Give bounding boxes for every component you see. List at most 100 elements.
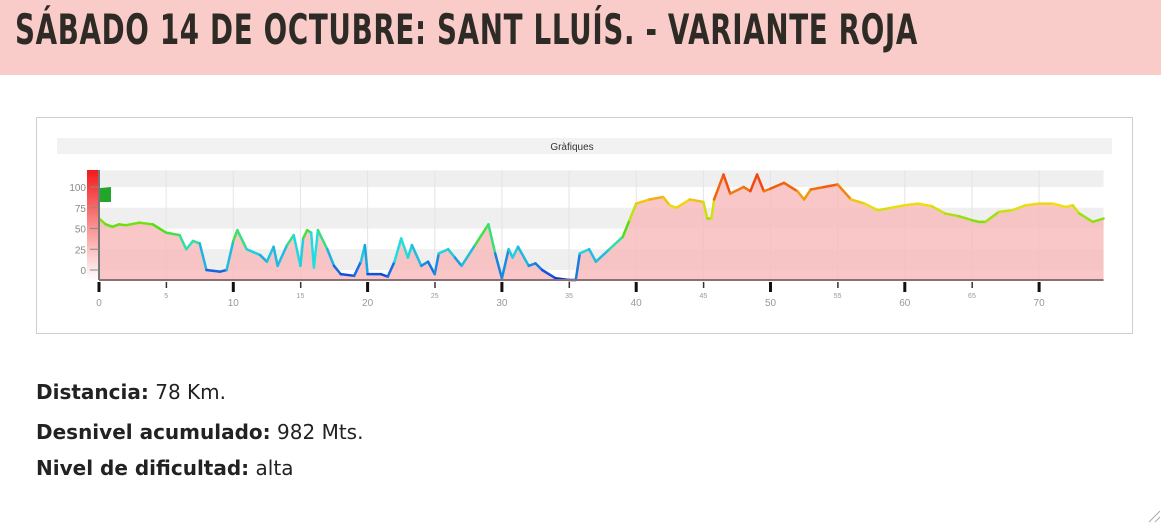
distance-value: 78 Km. xyxy=(155,380,226,404)
elevation-line-segment xyxy=(722,173,732,195)
elevation-line-segment xyxy=(1078,212,1095,224)
elevation-line-segment xyxy=(675,198,692,209)
elevation-line-segment xyxy=(339,272,356,278)
elevation-line-segment xyxy=(312,228,320,269)
elevation-line-segment xyxy=(688,198,705,204)
elevation-line-segment xyxy=(997,208,1014,214)
elevation-line-segment xyxy=(420,260,430,268)
x-tick-label-minor: 55 xyxy=(834,293,842,300)
elevation-line-segment xyxy=(634,198,651,205)
x-tick-minor xyxy=(837,282,839,288)
x-tick-minor xyxy=(568,282,571,288)
elevation-line-segment xyxy=(198,242,208,272)
elevation-line-segment xyxy=(702,200,709,220)
elevation-line-segment xyxy=(1024,202,1041,207)
x-tick-label-minor: 25 xyxy=(431,293,439,300)
y-tick-label: 75 xyxy=(75,204,87,215)
x-tick-minor xyxy=(299,282,302,288)
elevation-line-segment xyxy=(138,221,154,226)
elevation-line-segment xyxy=(710,198,716,220)
x-tick-major xyxy=(769,282,772,292)
elevation-line-segment xyxy=(587,248,598,263)
elevation-line-segment xyxy=(473,223,490,247)
elevation-line-segment xyxy=(534,262,544,272)
elevation-line-segment xyxy=(511,245,520,259)
elevation-line-segment xyxy=(399,237,410,259)
elevation-line-segment xyxy=(386,260,396,278)
y-tick-label: 50 xyxy=(75,225,87,236)
elevation-value: 982 Mts. xyxy=(277,420,364,444)
elevation-line-segment xyxy=(205,268,222,273)
elevation-line-segment xyxy=(712,173,725,201)
elevation-line-segment xyxy=(822,183,839,189)
x-tick-minor xyxy=(971,282,973,288)
elevation-line-segment xyxy=(796,189,806,201)
x-tick-major xyxy=(903,282,907,292)
y-tick-label: 100 xyxy=(69,183,86,194)
x-tick-label: 40 xyxy=(631,298,643,309)
elevation-line-segment xyxy=(301,228,309,240)
elevation-line-segment xyxy=(1071,204,1081,215)
elevation-line-segment xyxy=(661,195,672,207)
elevation-line-segment xyxy=(276,243,289,268)
x-tick-major xyxy=(97,282,101,292)
x-tick-label-minor: 65 xyxy=(968,293,976,300)
x-tick-major xyxy=(366,282,370,292)
elevation-line-segment xyxy=(151,223,168,234)
elevation-line-segment xyxy=(393,237,403,263)
elevation-line-segment xyxy=(285,233,295,247)
elevation-line-segment xyxy=(352,260,363,278)
elevation-line-segment xyxy=(426,260,436,276)
elevation-line-segment xyxy=(809,185,826,191)
difficulty-row: Nivel de dificultad: alta xyxy=(36,456,293,480)
x-tick-label-minor: 15 xyxy=(297,293,305,300)
elevation-line-segment xyxy=(742,185,752,193)
elevation-line-segment xyxy=(943,212,960,218)
elevation-line-segment xyxy=(258,253,269,263)
elevation-line-segment xyxy=(272,245,279,268)
elevation-line-segment xyxy=(500,248,510,280)
elevation-line-segment xyxy=(836,183,853,201)
elevation-line-segment xyxy=(292,233,302,268)
elevation-line-segment xyxy=(903,202,920,207)
elevation-line-segment xyxy=(769,181,786,190)
elevation-line-segment xyxy=(1010,204,1027,212)
y-axis-gradient-bar xyxy=(87,170,99,280)
y-tick-label: 0 xyxy=(80,266,86,277)
elevation-line-segment xyxy=(460,243,477,268)
elevation-line-segment xyxy=(863,202,880,212)
elevation-line-segment xyxy=(245,248,262,257)
elevation-line-segment xyxy=(608,235,625,251)
elevation-line-segment xyxy=(265,245,275,263)
elevation-line-segment xyxy=(802,188,813,201)
elevation-line-segment xyxy=(957,214,974,222)
elevation-chart: Gràfiques 100 75 50 25 0 0 10 20 30 40 50 60 70 5 15 25… xyxy=(57,138,1112,309)
elevation-line-segment xyxy=(782,181,799,193)
elevation-line-segment xyxy=(516,245,531,268)
elevation-line-segment xyxy=(453,256,463,268)
elevation-line-segment xyxy=(628,202,638,222)
x-tick-minor xyxy=(434,282,436,288)
difficulty-value: alta xyxy=(255,456,294,480)
chart-title-bar xyxy=(57,138,1112,154)
resize-handle-icon[interactable] xyxy=(1147,509,1161,523)
elevation-line-segment xyxy=(124,221,141,227)
elevation-line-segment xyxy=(225,239,235,272)
elevation-line-segment xyxy=(487,223,497,255)
x-tick-label: 20 xyxy=(362,298,374,309)
x-tick-label: 70 xyxy=(1034,298,1046,309)
elevation-line-segment xyxy=(578,248,591,255)
x-tick-label: 0 xyxy=(96,298,102,309)
elevation-line-segment xyxy=(728,185,745,195)
elevation-line-segment xyxy=(749,173,759,193)
elevation-line-segment xyxy=(232,228,239,243)
elevation-line-segment xyxy=(493,252,504,280)
x-tick-major xyxy=(1037,282,1041,292)
elevation-row: Desnivel acumulado: 982 Mts. xyxy=(36,420,363,444)
elevation-line-segment xyxy=(316,228,329,251)
x-tick-minor xyxy=(702,282,705,288)
x-tick-label: 30 xyxy=(496,298,508,309)
elevation-label: Desnivel acumulado: xyxy=(36,420,271,444)
elevation-line-segment xyxy=(164,231,181,237)
elevation-line-segment xyxy=(433,252,441,276)
